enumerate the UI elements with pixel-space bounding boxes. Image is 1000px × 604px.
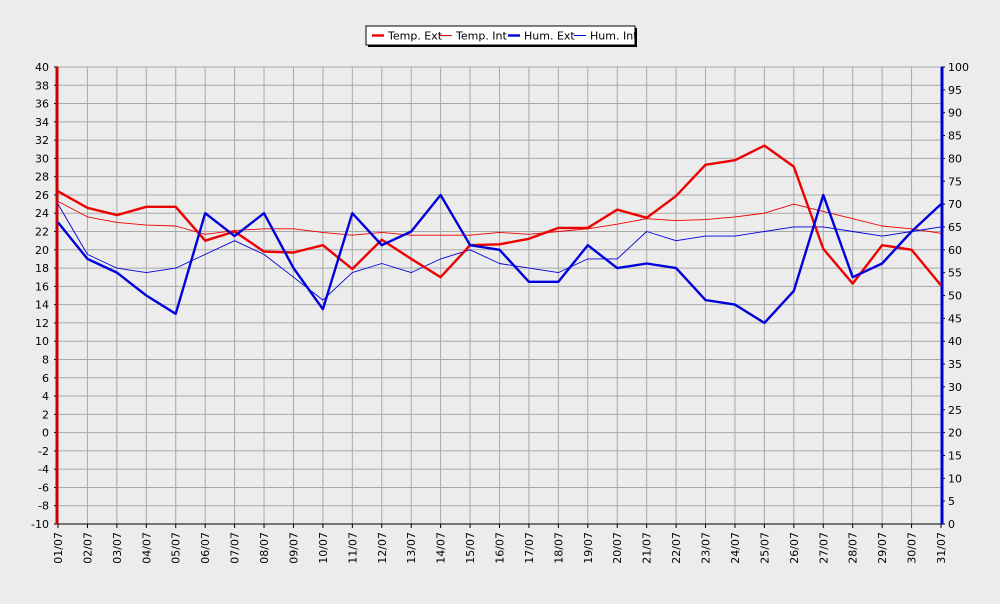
x-tick-label: 28/07: [847, 532, 860, 564]
x-tick-label: 02/07: [81, 532, 94, 564]
y-right-tick-label: 5: [948, 495, 955, 508]
y-right-tick-label: 95: [948, 84, 962, 97]
y-left-tick-label: -8: [38, 500, 49, 513]
x-tick-label: 11/07: [346, 532, 359, 564]
x-tick-label: 22/07: [670, 532, 683, 564]
x-tick-label: 08/07: [258, 532, 271, 564]
y-right-tick-label: 100: [948, 61, 969, 74]
y-right-tick-label: 70: [948, 198, 962, 211]
series-line-temp-ext: [57, 144, 942, 287]
x-tick-label: 29/07: [876, 532, 889, 564]
y-left-tick-label: 20: [35, 244, 49, 257]
x-tick-label: 30/07: [906, 532, 919, 564]
x-tick-label: 23/07: [700, 532, 713, 564]
y-left-tick-label: 28: [35, 171, 49, 184]
x-tick-label: 19/07: [582, 532, 595, 564]
y-left-tick-label: 12: [35, 317, 49, 330]
y-left-tick-label: -2: [38, 445, 49, 458]
series-line-temp-int: [57, 201, 942, 236]
x-tick-label: 18/07: [552, 532, 565, 564]
legend-label: Hum. Int: [590, 30, 638, 43]
y-left-tick-label: 22: [35, 226, 49, 239]
y-left-tick-label: 24: [35, 207, 49, 220]
x-tick-label: 14/07: [435, 532, 448, 564]
y-left-tick-label: 38: [35, 79, 49, 92]
series-line-hum-ext: [57, 193, 942, 325]
x-tick-label: 01/07: [52, 532, 65, 564]
y-left-tick-label: 40: [35, 61, 49, 74]
y-left-tick-label: -10: [31, 518, 49, 531]
y-right-tick-label: 75: [948, 175, 962, 188]
y-left-tick-label: 14: [35, 299, 49, 312]
x-tick-label: 25/07: [758, 532, 771, 564]
series-line-hum-int: [57, 203, 942, 301]
x-tick-label: 27/07: [817, 532, 830, 564]
x-tick-label: 15/07: [464, 532, 477, 564]
y-left-tick-label: 18: [35, 262, 49, 275]
y-left-tick-label: 0: [42, 427, 49, 440]
y-right-tick-label: 20: [948, 427, 962, 440]
legend: Temp. Ext Temp. Int Hum. Ext Hum. Int: [365, 25, 638, 47]
y-right-tick-label: 45: [948, 312, 962, 325]
x-tick-label: 12/07: [376, 532, 389, 564]
legend-label: Temp. Ext: [387, 30, 443, 43]
legend-label: Hum. Ext: [524, 30, 575, 43]
y-right-tick-label: 40: [948, 335, 962, 348]
x-tick-label: 03/07: [111, 532, 124, 564]
x-tick-label: 09/07: [287, 532, 300, 564]
y-right-tick-label: 55: [948, 267, 962, 280]
y-right-tick-label: 60: [948, 244, 962, 257]
x-tick-label: 21/07: [641, 532, 654, 564]
y-right-tick-label: 35: [948, 358, 962, 371]
x-tick-label: 24/07: [729, 532, 742, 564]
y-right-tick-label: 80: [948, 152, 962, 165]
y-left-tick-label: 4: [42, 390, 49, 403]
x-tick-label: 07/07: [229, 532, 242, 564]
x-tick-label: 05/07: [170, 532, 183, 564]
y-left-tick-label: 30: [35, 152, 49, 165]
y-left-tick-label: 26: [35, 189, 49, 202]
y-right-tick-label: 85: [948, 130, 962, 143]
y-right-tick-label: 15: [948, 449, 962, 462]
x-tick-label: 10/07: [317, 532, 330, 564]
x-tick-label: 17/07: [523, 532, 536, 564]
x-tick-label: 31/07: [935, 532, 948, 564]
y-left-tick-label: 36: [35, 98, 49, 111]
y-left-tick-label: -4: [38, 463, 49, 476]
y-left-tick-label: 32: [35, 134, 49, 147]
y-right-tick-label: 50: [948, 290, 962, 303]
y-left-tick-label: 8: [42, 353, 49, 366]
x-tick-label: 06/07: [199, 532, 212, 564]
y-right-tick-label: 30: [948, 381, 962, 394]
y-right-tick-label: 90: [948, 107, 962, 120]
y-right-tick-label: 0: [948, 518, 955, 531]
x-tick-label: 20/07: [611, 532, 624, 564]
x-tick-label: 16/07: [494, 532, 507, 564]
y-left-tick-label: 10: [35, 335, 49, 348]
x-tick-label: 13/07: [405, 532, 418, 564]
x-tick-label: 26/07: [788, 532, 801, 564]
y-left-tick-label: 16: [35, 280, 49, 293]
y-left-tick-label: 34: [35, 116, 49, 129]
legend-box: [365, 25, 636, 46]
y-left-tick-label: -6: [38, 481, 49, 494]
y-left-tick-label: 2: [42, 408, 49, 421]
legend-label: Temp. Int: [455, 30, 508, 43]
x-tick-label: 04/07: [140, 532, 153, 564]
y-right-tick-label: 10: [948, 472, 962, 485]
y-right-tick-label: 65: [948, 221, 962, 234]
y-left-tick-label: 6: [42, 372, 49, 385]
y-right-tick-label: 25: [948, 404, 962, 417]
